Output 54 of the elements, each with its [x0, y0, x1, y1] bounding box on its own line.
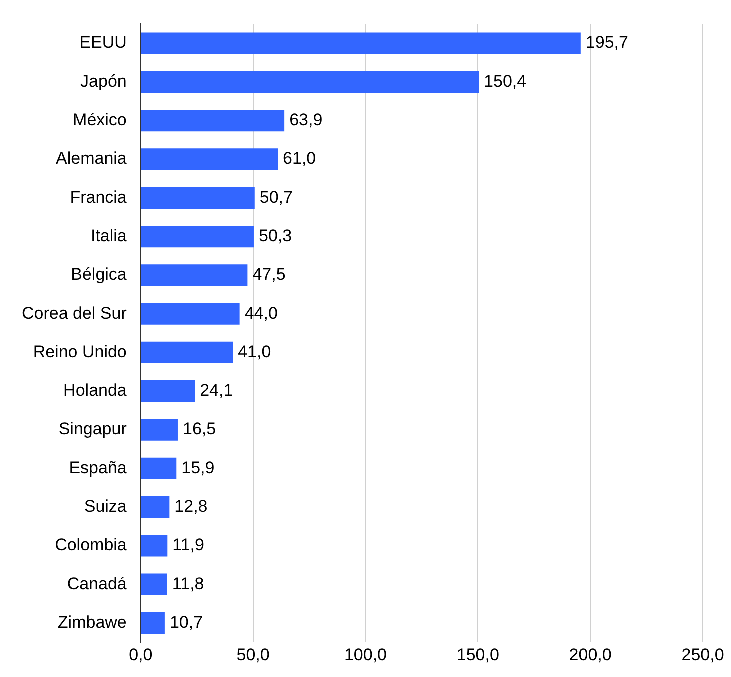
data-label: 12,8 — [174, 497, 208, 516]
data-label: 11,9 — [172, 536, 204, 555]
y-tick-label: Francia — [70, 188, 128, 207]
bar — [141, 187, 255, 209]
data-label: 63,9 — [290, 110, 323, 130]
bar — [141, 574, 168, 596]
y-tick-label: Suiza — [84, 497, 128, 516]
bar — [141, 380, 196, 402]
y-tick-label: Holanda — [64, 381, 128, 400]
data-label: 11,8 — [172, 574, 204, 594]
bar — [141, 264, 248, 286]
y-tick-label: Singapur — [58, 420, 128, 439]
data-label: 15,9 — [182, 458, 215, 478]
data-label: 195,7 — [586, 33, 628, 52]
data-label: 47,5 — [252, 265, 286, 284]
y-tick-label: Alemania — [56, 149, 128, 168]
bar — [141, 303, 240, 325]
bar — [141, 226, 254, 248]
data-label: 44,0 — [244, 304, 278, 323]
y-tick-label: EEUU — [80, 33, 127, 52]
x-tick-label: 150,0 — [456, 645, 500, 664]
data-label: 61,0 — [283, 149, 316, 168]
y-tick-label: México — [73, 110, 127, 130]
bar — [141, 71, 480, 93]
y-tick-label: Colombia — [55, 536, 128, 555]
bar — [141, 419, 178, 441]
y-tick-label: Bélgica — [71, 265, 128, 284]
bar — [141, 535, 168, 557]
data-label: 10,7 — [170, 612, 204, 632]
y-tick-label: Japón — [80, 72, 127, 91]
bar — [141, 458, 177, 480]
data-label: 150,4 — [484, 72, 527, 91]
y-tick-label: Reino Unido — [33, 342, 127, 362]
bar — [141, 148, 278, 170]
bar — [141, 110, 285, 132]
y-tick-label: Italia — [90, 226, 128, 246]
x-tick-label: 50,0 — [236, 645, 270, 664]
data-label: 24,1 — [200, 381, 234, 400]
x-tick-label: 200,0 — [569, 645, 612, 664]
y-tick-label: Corea del Sur — [22, 304, 128, 323]
y-tick-label: España — [69, 458, 128, 478]
bar — [141, 496, 170, 518]
x-tick-label: 250,0 — [682, 645, 724, 664]
x-tick-label: 0,0 — [129, 645, 153, 664]
bar — [141, 342, 234, 364]
x-tick-label: 100,0 — [344, 645, 388, 664]
data-label: 50,7 — [260, 188, 293, 207]
data-label: 16,5 — [182, 420, 216, 439]
y-tick-label: Zimbawe — [58, 612, 127, 632]
data-label: 41,0 — [238, 342, 272, 362]
data-label: 50,3 — [258, 226, 292, 246]
bar — [141, 612, 165, 634]
y-tick-label: Canadá — [67, 574, 128, 594]
bar — [141, 32, 581, 54]
